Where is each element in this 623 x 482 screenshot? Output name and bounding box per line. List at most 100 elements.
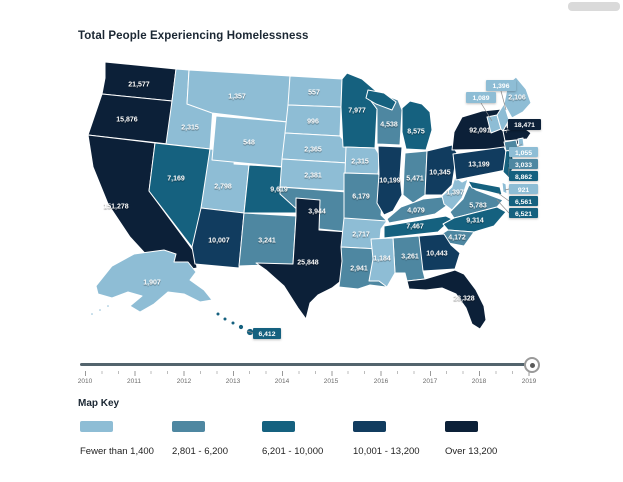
state-label-pennsylvania: 13,199 [468,162,490,169]
state-label-district-of-columbia: 6,521 [515,211,532,218]
map-key-heading: Map Key [78,398,120,409]
state-label-nebraska: 2,365 [304,147,322,154]
state-label-washington: 21,577 [128,82,150,89]
legend-swatch [80,421,113,432]
state-maryland[interactable] [467,180,503,196]
legend-swatch [353,421,386,432]
state-label-new-jersey: 8,862 [515,174,532,181]
year-tick-label: 2016 [373,378,389,385]
state-label-new-york: 92,091 [469,128,491,135]
state-label-south-dakota: 996 [307,119,319,126]
state-new-hampshire[interactable] [496,103,510,132]
state-label-kansas: 2,381 [304,173,322,180]
legend-item: 10,001 - 13,200 [353,421,420,457]
state-label-missouri: 6,179 [352,194,370,201]
state-label-south-carolina: 4,172 [448,235,466,242]
state-label-illinois: 10,199 [379,178,401,185]
year-tick-label: 2015 [323,378,339,385]
state-label-box-district-of-columbia[interactable] [509,208,538,218]
state-mississippi[interactable] [368,237,396,288]
state-florida[interactable] [406,269,487,330]
year-tick-label: 2018 [471,378,487,385]
state-label-massachusetts: 18,471 [514,122,535,129]
state-label-utah: 2,798 [214,184,232,191]
aleutian-island[interactable] [90,312,94,316]
state-label-oklahoma: 3,944 [308,209,326,216]
state-label-box-delaware[interactable] [509,184,538,194]
state-label-minnesota: 7,977 [348,108,366,115]
state-michigan-upper-peninsula[interactable] [365,89,397,111]
state-label-box-vermont[interactable] [466,92,496,103]
state-west-virginia[interactable] [441,176,469,211]
scrollbar-thumb[interactable] [568,2,620,11]
year-tick-label: 2019 [521,378,537,385]
state-label-louisiana: 2,941 [350,266,368,273]
state-label-box-massachusetts[interactable] [508,119,541,130]
state-label-delaware: 921 [518,187,530,194]
state-label-montana: 1,357 [228,94,246,101]
state-ohio[interactable] [424,144,458,196]
state-hawaii-island[interactable] [215,311,221,317]
state-hawaii-island[interactable] [230,320,236,326]
state-rhode-island[interactable] [517,137,525,148]
year-tick-label: 2012 [176,378,192,385]
state-label-ohio: 10,345 [429,170,451,177]
state-north-carolina[interactable] [442,206,507,233]
state-label-alabama: 3,261 [401,254,419,261]
state-label-wisconsin: 4,538 [380,122,398,129]
state-label-new-hampshire: 1,396 [492,83,509,90]
page-title: Total People Experiencing Homelessness [78,30,309,42]
aleutian-island[interactable] [98,308,102,312]
state-label-indiana: 5,471 [406,176,424,183]
year-slider-handle-dot [529,362,535,368]
legend-item: 6,201 - 10,000 [262,421,323,457]
state-label-box-maryland[interactable] [509,196,538,206]
state-montana[interactable] [186,69,291,123]
state-illinois[interactable] [376,145,403,216]
year-tick-label: 2014 [274,378,290,385]
state-label-box-new-hampshire[interactable] [486,80,516,91]
state-label-box-hawaii[interactable] [253,328,281,339]
state-label-georgia: 10,443 [426,251,448,258]
state-label-kentucky: 4,079 [407,208,425,215]
aleutian-island[interactable] [106,304,110,308]
state-label-iowa: 2,315 [351,159,369,166]
year-tick-label: 2017 [422,378,438,385]
state-label-virginia: 5,783 [469,203,487,210]
legend-item: Over 13,200 [445,421,497,457]
state-label-box-connecticut[interactable] [509,159,538,169]
state-hawaii-island[interactable] [222,316,228,322]
state-label-arkansas: 2,717 [352,232,370,239]
state-delaware[interactable] [501,181,508,195]
legend-swatch [262,421,295,432]
state-label-hawaii: 6,412 [258,331,275,338]
state-michigan[interactable] [401,100,433,151]
state-label-colorado: 9,619 [270,187,288,194]
state-label-wyoming: 548 [243,140,255,147]
year-slider-track[interactable] [80,363,530,366]
year-slider-handle[interactable] [524,357,540,373]
year-tick-label: 2011 [127,378,141,385]
state-label-arizona: 10,007 [208,238,230,245]
state-label-connecticut: 3,033 [515,162,532,169]
state-arizona[interactable] [191,207,245,269]
state-label-vermont: 1,089 [472,95,489,102]
year-tick-label: 2010 [77,378,93,385]
state-label-rhode-island: 1,055 [515,150,532,157]
state-label-box-rhode-island[interactable] [509,147,538,157]
state-label-new-mexico: 3,241 [258,238,276,245]
legend-swatch [172,421,205,432]
state-label-box-new-jersey[interactable] [509,171,538,181]
state-label-west-virginia: 1,397 [446,190,464,197]
state-label-alaska: 1,907 [143,280,161,287]
year-slider-major-ticks [85,371,531,376]
legend-label: Over 13,200 [445,446,498,457]
state-label-maryland: 6,561 [515,199,532,206]
legend-swatch [445,421,478,432]
state-value-labels: 21,577 15,876 151,278 2,315 7,169 2,798 … [103,82,526,303]
state-alaska[interactable] [95,249,213,313]
state-hawaii-island[interactable] [237,323,245,331]
legend-label: 10,001 - 13,200 [353,446,420,457]
state-label-north-dakota: 557 [308,90,320,97]
